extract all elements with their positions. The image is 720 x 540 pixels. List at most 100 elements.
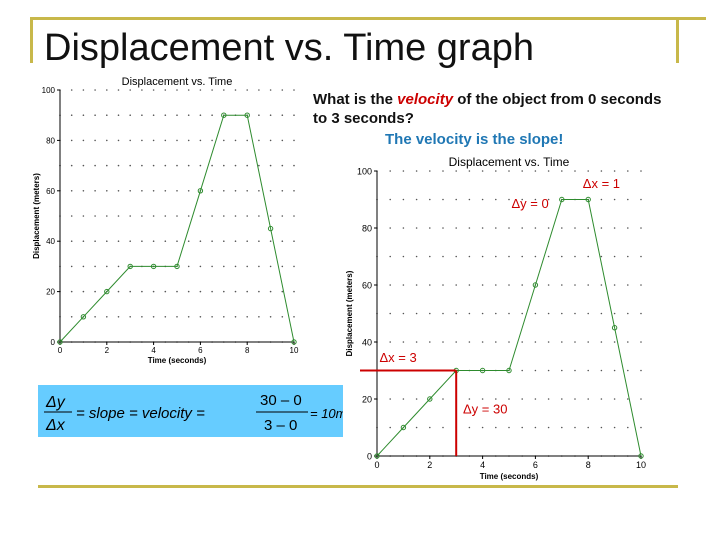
x-axis-title: Time (seconds) bbox=[148, 356, 207, 365]
grid-dot bbox=[211, 316, 213, 318]
grid-dot bbox=[199, 316, 202, 318]
grid-dot bbox=[117, 215, 120, 217]
grid-dot bbox=[442, 170, 444, 172]
grid-dot bbox=[211, 215, 213, 217]
slide-title: Displacement vs. Time graph bbox=[44, 27, 534, 69]
grid-dot bbox=[495, 227, 497, 229]
grid-dot bbox=[223, 215, 225, 217]
grid-dot bbox=[117, 114, 120, 116]
frame-top-line bbox=[30, 17, 706, 20]
grid-dot bbox=[627, 284, 629, 286]
grid-dot bbox=[141, 190, 143, 192]
grid-dot bbox=[187, 290, 190, 293]
grid-dot bbox=[106, 114, 108, 116]
grid-dot bbox=[293, 89, 295, 91]
grid-dot bbox=[152, 240, 155, 242]
grid-dot bbox=[415, 341, 418, 343]
x-tick-label: 8 bbox=[586, 460, 591, 470]
y-tick-label: 40 bbox=[362, 338, 372, 348]
grid-dot bbox=[468, 312, 471, 315]
grid-dot bbox=[521, 398, 523, 400]
grid-dot bbox=[199, 89, 202, 91]
grid-dot bbox=[258, 290, 260, 293]
grid-dot bbox=[547, 198, 550, 201]
grid-dot bbox=[495, 312, 497, 315]
grid-dot bbox=[429, 341, 431, 343]
grid-dot bbox=[627, 341, 629, 343]
formula-den: 3 – 0 bbox=[264, 417, 297, 434]
grid-dot bbox=[547, 341, 550, 343]
grid-dot bbox=[269, 240, 272, 242]
data-point bbox=[400, 424, 407, 431]
question-pre: What is the bbox=[313, 91, 398, 108]
grid-dot bbox=[129, 139, 131, 142]
grid-dot bbox=[70, 164, 73, 167]
grid-dot bbox=[389, 227, 391, 229]
grid-dot bbox=[640, 369, 642, 372]
series-line bbox=[376, 199, 642, 457]
grid-dot bbox=[547, 398, 550, 400]
grid-dot bbox=[508, 284, 510, 286]
grid-dot bbox=[211, 190, 213, 192]
data-point bbox=[150, 263, 157, 270]
grid-dot bbox=[141, 89, 143, 91]
data-point bbox=[427, 396, 433, 402]
grid-dot bbox=[281, 164, 284, 167]
grid-dot bbox=[70, 89, 73, 91]
grid-dot bbox=[534, 227, 537, 229]
grid-dot bbox=[70, 215, 73, 217]
grid-dot bbox=[94, 316, 96, 318]
grid-dot bbox=[106, 190, 108, 192]
data-point bbox=[585, 196, 591, 203]
grid-dot bbox=[129, 190, 131, 192]
y-tick-label: 40 bbox=[46, 237, 55, 246]
grid-dot bbox=[199, 265, 202, 268]
grid-dot bbox=[246, 89, 248, 91]
grid-dot bbox=[211, 164, 213, 167]
grid-dot bbox=[269, 290, 272, 293]
grid-dot bbox=[187, 265, 190, 268]
grid-dot bbox=[481, 284, 484, 286]
grid-dot bbox=[521, 284, 523, 286]
grid-dot bbox=[82, 89, 85, 91]
grid-dot bbox=[613, 198, 616, 201]
formula-num: 30 – 0 bbox=[260, 392, 302, 409]
grid-dot bbox=[468, 284, 471, 286]
y-tick-label: 80 bbox=[46, 136, 55, 145]
grid-dot bbox=[389, 398, 391, 400]
grid-dot bbox=[640, 198, 642, 201]
x-tick-label: 6 bbox=[198, 346, 203, 355]
grid-dot bbox=[269, 114, 272, 116]
grid-dot bbox=[70, 316, 73, 318]
grid-dot bbox=[442, 426, 444, 429]
grid-dot bbox=[640, 398, 642, 400]
grid-dot bbox=[534, 341, 537, 343]
grid-dot bbox=[176, 215, 178, 217]
grid-dot bbox=[627, 255, 629, 258]
grid-dot bbox=[521, 198, 523, 201]
grid-dot bbox=[481, 341, 484, 343]
frame-right-line bbox=[676, 17, 679, 63]
grid-dot bbox=[141, 240, 143, 242]
grid-dot bbox=[613, 312, 616, 315]
grid-dot bbox=[223, 265, 225, 268]
data-point bbox=[559, 196, 565, 203]
grid-dot bbox=[587, 426, 589, 429]
grid-dot bbox=[117, 240, 120, 242]
grid-dot bbox=[534, 255, 537, 258]
grid-dot bbox=[141, 290, 143, 293]
grid-dot bbox=[141, 164, 143, 167]
grid-dot bbox=[495, 255, 497, 258]
x-tick-label: 4 bbox=[151, 346, 156, 355]
grid-dot bbox=[481, 312, 484, 315]
grid-dot bbox=[281, 290, 284, 293]
grid-dot bbox=[129, 290, 131, 293]
grid-dot bbox=[468, 198, 471, 201]
question-highlight: velocity bbox=[397, 91, 454, 108]
grid-dot bbox=[587, 312, 589, 315]
grid-dot bbox=[152, 89, 155, 91]
grid-dot bbox=[223, 290, 225, 293]
grid-dot bbox=[534, 312, 537, 315]
y-axis-title: Displacement (meters) bbox=[32, 173, 41, 259]
